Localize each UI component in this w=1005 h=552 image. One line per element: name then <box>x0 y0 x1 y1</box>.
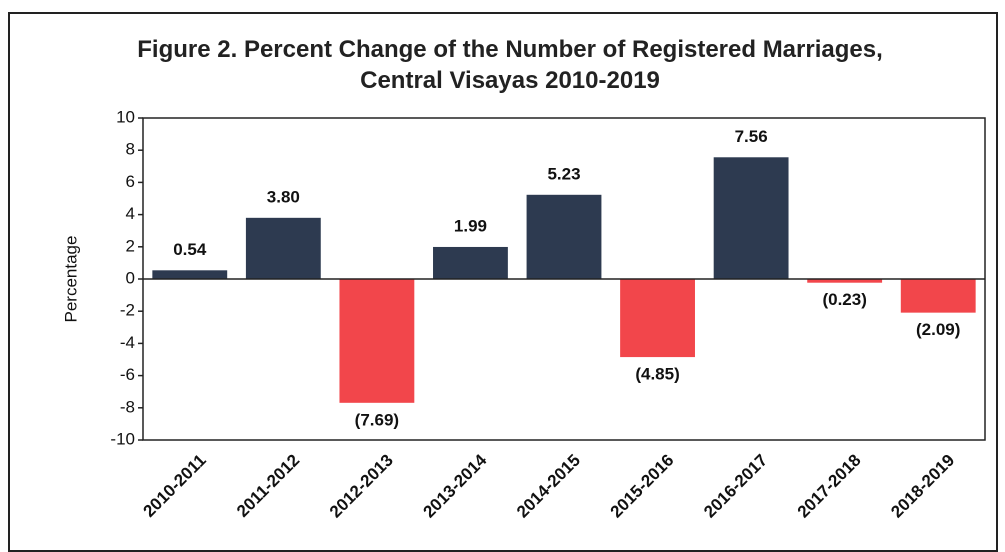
value-label: (2.09) <box>916 320 960 339</box>
value-label: 7.56 <box>735 127 768 146</box>
bar <box>433 246 508 279</box>
x-tick-label: 2014-2015 <box>513 451 584 522</box>
value-label: (7.69) <box>355 410 399 429</box>
y-tick-label: -6 <box>120 365 135 384</box>
y-tick-label: -8 <box>120 397 135 416</box>
x-tick-label: 2010-2011 <box>140 451 210 521</box>
y-tick-label: -4 <box>120 333 135 352</box>
value-label: 5.23 <box>547 164 580 183</box>
y-tick-label: 10 <box>116 107 135 126</box>
bar <box>526 194 602 279</box>
y-tick-label: 6 <box>126 172 135 191</box>
x-tick-label: 2016-2017 <box>700 451 771 522</box>
y-tick-label: -10 <box>110 429 135 448</box>
chart-title: Figure 2. Percent Change of the Number o… <box>137 36 883 94</box>
value-label: (4.85) <box>635 365 679 384</box>
bar <box>620 279 695 358</box>
y-tick-label: 0 <box>126 268 135 287</box>
bar <box>339 279 415 403</box>
value-label: 1.99 <box>454 216 487 235</box>
y-tick-label: -2 <box>120 301 135 320</box>
value-label: (0.23) <box>822 290 866 309</box>
bar <box>713 157 789 279</box>
y-tick-label: 8 <box>126 140 135 159</box>
x-tick-label: 2013-2014 <box>420 450 491 521</box>
y-tick-label: 4 <box>126 204 135 223</box>
x-tick-label: 2018-2019 <box>887 451 958 522</box>
x-tick-label: 2015-2016 <box>607 451 678 522</box>
x-tick-label: 2011-2012 <box>233 451 303 521</box>
bar <box>900 279 976 313</box>
bar <box>807 279 883 283</box>
y-tick-label: 2 <box>126 236 135 255</box>
value-label: 3.80 <box>267 187 300 206</box>
bar <box>152 270 228 279</box>
x-tick-label: 2012-2013 <box>326 451 397 522</box>
x-tick-label: 2017-2018 <box>794 451 865 522</box>
y-axis-label: Percentage <box>61 236 80 323</box>
value-label: 0.54 <box>173 240 207 259</box>
bar <box>245 217 321 279</box>
